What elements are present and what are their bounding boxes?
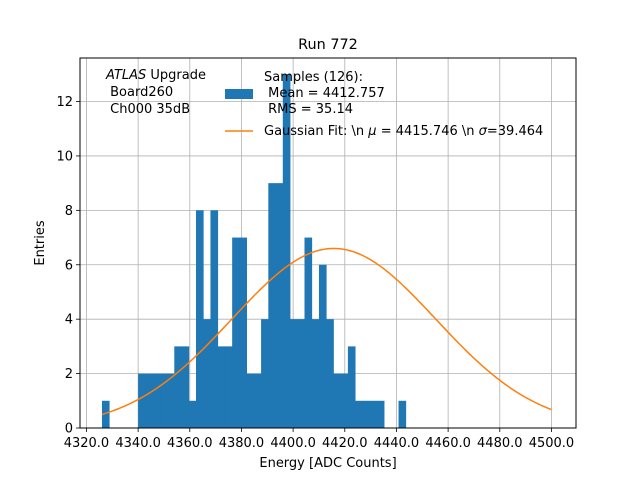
- fit-label-prefix: Gaussian Fit: \n: [264, 124, 368, 139]
- atlas-annotation: ATLAS Upgrade: [105, 68, 206, 83]
- x-axis-ticks: 4320.0 4340.0 4360.0 4380.0 4400.0 4420.0 4440…: [64, 428, 575, 451]
- histogram-bar: [362, 400, 370, 428]
- legend-samples-line3: RMS = 35.14: [264, 102, 353, 117]
- y-tick-label: 2: [65, 367, 73, 382]
- histogram-bar: [376, 400, 385, 428]
- histogram-bar: [333, 373, 342, 428]
- x-tick-label: 4360.0: [167, 436, 213, 451]
- legend: Samples (126): Mean = 4412.757 RMS = 35.…: [225, 70, 543, 139]
- x-tick-label: 4440.0: [374, 436, 420, 451]
- histogram-bar: [239, 237, 248, 428]
- histogram-bar: [159, 373, 168, 428]
- fit-label-sigma: σ: [479, 124, 488, 139]
- x-tick-label: 4320.0: [64, 436, 110, 451]
- board-annotation: Board260: [106, 85, 173, 100]
- y-tick-label: 4: [65, 313, 73, 328]
- fit-label-suffix: =39.464: [487, 124, 543, 139]
- histogram-bar: [369, 400, 378, 428]
- histogram-bar: [145, 373, 153, 428]
- x-tick-label: 4480.0: [477, 436, 523, 451]
- y-axis-label: Entries: [33, 220, 48, 266]
- x-tick-label: 4380.0: [219, 436, 265, 451]
- histogram-bar: [188, 400, 197, 428]
- y-tick-label: 8: [65, 204, 73, 219]
- atlas-label: ATLAS: [105, 68, 146, 83]
- histogram-bar: [261, 319, 269, 428]
- histogram-bar: [318, 264, 327, 428]
- fit-label-mu: μ: [367, 124, 376, 139]
- histogram-bar: [347, 346, 356, 428]
- histogram-bar: [217, 346, 226, 428]
- x-tick-label: 4460.0: [425, 436, 471, 451]
- histogram-bar: [181, 346, 190, 428]
- legend-samples-line2: Mean = 4412.757: [264, 86, 385, 101]
- legend-fit-label: Gaussian Fit: \n μ = 4415.746 \n σ=39.46…: [264, 124, 543, 139]
- histogram-bar: [340, 373, 349, 428]
- histogram-bars: [101, 74, 407, 428]
- histogram-bar: [152, 373, 161, 428]
- chart-title: Run 772: [298, 37, 358, 53]
- legend-samples-line1: Samples (126):: [264, 70, 363, 85]
- histogram-bar: [246, 373, 255, 428]
- fit-label-mid: = 4415.746 \n: [377, 124, 479, 139]
- histogram-bar: [138, 373, 146, 428]
- x-axis-label: Energy [ADC Counts]: [259, 456, 396, 471]
- histogram-bar: [174, 346, 182, 428]
- histogram-bar: [253, 373, 262, 428]
- histogram-bar: [282, 74, 291, 428]
- histogram-bar: [297, 319, 305, 428]
- histogram-bar: [275, 183, 284, 428]
- y-axis-ticks: 0 2 4 6 8 10 12: [56, 95, 80, 437]
- upgrade-label: Upgrade: [146, 68, 206, 83]
- histogram-bar: [101, 400, 110, 428]
- y-tick-label: 0: [65, 422, 73, 437]
- x-tick-label: 4400.0: [270, 436, 316, 451]
- channel-annotation: Ch000 35dB: [106, 102, 190, 117]
- legend-histogram-swatch: [225, 89, 253, 99]
- x-tick-label: 4340.0: [115, 436, 161, 451]
- histogram-bar: [167, 373, 175, 428]
- histogram-bar: [232, 237, 240, 428]
- y-tick-label: 10: [56, 149, 73, 164]
- histogram-bar: [268, 183, 276, 428]
- histogram-bar: [326, 319, 334, 428]
- histogram-bar: [311, 319, 320, 428]
- histogram-bar: [210, 210, 219, 428]
- histogram-bar: [224, 346, 233, 428]
- histogram-bar: [355, 400, 363, 428]
- gaussian-fit-curve: [101, 247, 552, 416]
- x-tick-label: 4500.0: [529, 436, 575, 451]
- y-tick-label: 12: [56, 95, 73, 110]
- plot-frame: [79, 57, 577, 429]
- histogram-bar: [195, 210, 204, 428]
- y-tick-label: 6: [65, 258, 73, 273]
- histogram-bar: [290, 319, 298, 428]
- x-tick-label: 4420.0: [322, 436, 368, 451]
- histogram-bar: [398, 400, 407, 428]
- histogram-bar: [203, 319, 211, 428]
- histogram-bar: [304, 237, 313, 428]
